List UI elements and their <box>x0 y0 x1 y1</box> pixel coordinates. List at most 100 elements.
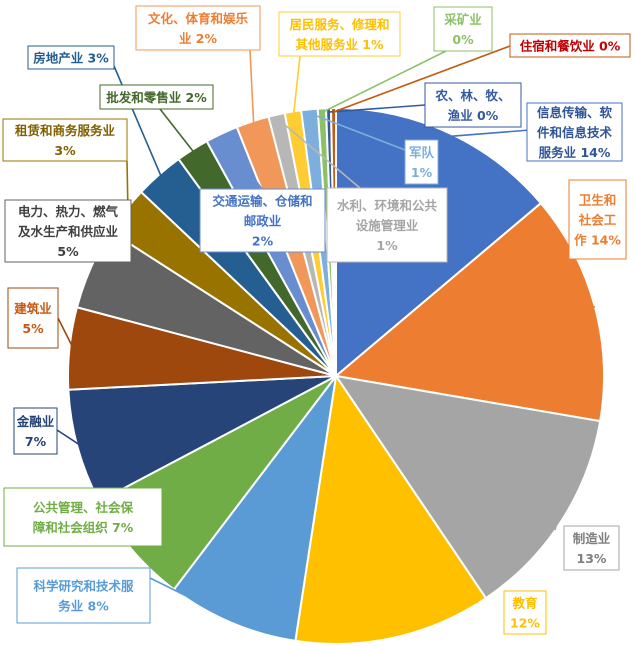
data-label-text: 务业 8% <box>58 599 109 614</box>
leader-line-8 <box>57 317 75 349</box>
leader-line-5 <box>149 577 234 620</box>
data-label-text: 居民服务、修理和 <box>289 17 389 32</box>
pie-slice-4 <box>294 373 488 646</box>
data-label-text: 2% <box>252 234 274 249</box>
data-label-box <box>16 567 151 624</box>
data-label-text: 制造业 <box>573 531 611 546</box>
data-label-text: 住宿和餐饮业 0% <box>520 39 621 54</box>
data-label-text: 件和信息技术 <box>537 125 613 140</box>
data-label-box <box>509 33 631 58</box>
leader-line-1 <box>447 129 531 138</box>
data-label-text: 及水生产和供应业 <box>18 224 119 239</box>
pie-slice-3 <box>333 374 602 600</box>
data-label-text: 7% <box>25 434 47 449</box>
data-label-box <box>4 199 132 263</box>
leader-lines <box>56 45 596 635</box>
data-label-box <box>424 82 522 128</box>
data-label-12: 批发和零售业 2% <box>99 84 214 110</box>
leader-line-4 <box>393 601 479 635</box>
leader-line-17 <box>309 112 406 151</box>
data-label-text: 作 14% <box>574 233 621 248</box>
data-label-box <box>526 102 623 162</box>
data-label-text: 批发和零售业 2% <box>106 90 207 105</box>
data-label-box <box>199 188 326 253</box>
data-label-text: 文化、体育和娱乐 <box>148 11 249 26</box>
leader-line-20 <box>333 45 511 113</box>
data-label-text: 5% <box>22 321 44 336</box>
data-label-text: 障和社会组织 7% <box>33 520 134 535</box>
leader-line-16 <box>292 55 301 116</box>
data-label-text: 0% <box>452 32 474 47</box>
data-label-text: 电力、热力、燃气 <box>18 204 119 219</box>
leader-line-7 <box>56 429 82 447</box>
leader-line-13 <box>222 136 263 190</box>
data-label-box <box>503 590 547 635</box>
data-label-box <box>278 11 401 57</box>
leader-line-18 <box>321 50 447 114</box>
leader-line-19 <box>328 104 426 113</box>
data-label-4: 教育 12% <box>503 590 547 635</box>
data-label-box <box>404 139 439 185</box>
data-label-3: 制造业 13% <box>563 525 620 571</box>
data-label-19: 农、林、牧、渔业 0% <box>424 82 522 128</box>
data-label-text: 设施管理业 <box>356 218 419 233</box>
data-label-text: 卫生和 <box>579 193 617 208</box>
data-label-box <box>99 84 214 110</box>
data-label-11: 房地产业 3% <box>27 45 115 70</box>
data-label-text: 建筑业 <box>14 301 52 316</box>
leader-line-12 <box>159 108 196 154</box>
data-label-text: 公共管理、社会保 <box>33 500 134 515</box>
data-label-box <box>563 525 620 571</box>
data-label-text: 农、林、牧、 <box>434 88 510 103</box>
data-label-text: 租赁和商务服务业 <box>15 123 116 138</box>
data-label-box <box>326 187 448 263</box>
leader-line-14 <box>249 49 255 126</box>
data-label-box <box>2 118 128 162</box>
data-label-text: 业 2% <box>179 31 218 46</box>
data-label-box <box>13 407 58 455</box>
data-label-20: 住宿和餐饮业 0% <box>509 33 631 58</box>
leader-line-15 <box>276 117 361 189</box>
data-label-box <box>433 6 493 52</box>
data-label-text: 3% <box>54 143 76 158</box>
data-label-text: 12% <box>510 616 540 631</box>
data-label-18: 采矿业 0% <box>433 6 493 52</box>
leader-line-3 <box>554 518 559 531</box>
data-label-17: 军队 1% <box>404 139 439 185</box>
data-label-text: 水利、环境和公共 <box>337 198 438 213</box>
data-label-8: 建筑业 5% <box>7 287 59 349</box>
data-label-text: 1% <box>376 238 398 253</box>
data-label-text: 信息传输、软 <box>537 105 613 120</box>
data-label-10: 租赁和商务服务业 3% <box>2 118 128 162</box>
data-label-text: 5% <box>57 244 79 259</box>
data-label-text: 科学研究和技术服 <box>33 579 134 594</box>
data-label-box <box>7 287 59 349</box>
data-label-text: 交通运输、仓储和 <box>212 194 312 209</box>
data-label-text: 其他服务业 1% <box>295 37 384 52</box>
data-label-7: 金融业 7% <box>13 407 58 455</box>
data-label-box <box>27 45 115 70</box>
data-label-text: 渔业 0% <box>448 108 499 123</box>
data-label-text: 金融业 <box>16 414 55 429</box>
data-label-text: 13% <box>577 551 607 566</box>
data-label-text: 房地产业 3% <box>33 51 109 66</box>
data-label-text: 军队 <box>409 145 435 160</box>
data-label-text: 社会工 <box>578 213 617 228</box>
pie-slice-2 <box>333 201 605 423</box>
data-label-box <box>568 179 627 260</box>
data-label-box <box>3 487 163 547</box>
data-label-box <box>135 5 261 51</box>
data-label-text: 1% <box>411 165 433 180</box>
data-label-text: 邮政业 <box>244 214 282 229</box>
data-label-text: 采矿业 <box>443 12 482 27</box>
